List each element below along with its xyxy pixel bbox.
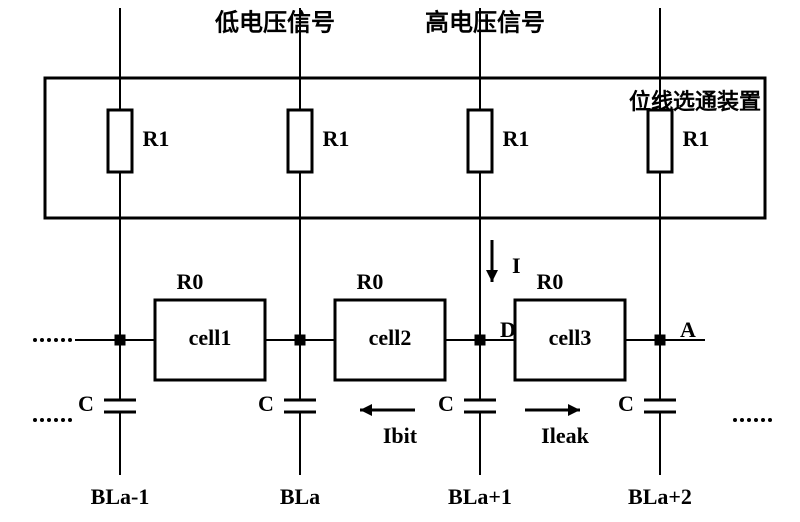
- label-node-d: D: [500, 317, 516, 342]
- label-bitline: BLa+2: [628, 484, 692, 509]
- label-node-a: A: [680, 317, 696, 342]
- label-bitline: BLa+1: [448, 484, 512, 509]
- label-bitline: BLa-1: [91, 484, 150, 509]
- label-cell: cell3: [549, 325, 592, 350]
- junction-node: [295, 335, 306, 346]
- label-r0: R0: [357, 269, 384, 294]
- label-high-voltage: 高电压信号: [425, 9, 545, 37]
- junction-node: [475, 335, 486, 346]
- label-cell: cell2: [369, 325, 412, 350]
- label-r1: R1: [503, 126, 530, 151]
- label-r1: R1: [683, 126, 710, 151]
- label-r1: R1: [143, 126, 170, 151]
- label-current-i: I: [512, 253, 521, 278]
- label-c: C: [78, 391, 94, 416]
- label-r1: R1: [323, 126, 350, 151]
- label-r0: R0: [177, 269, 204, 294]
- label-c: C: [438, 391, 454, 416]
- label-low-voltage: 低电压信号: [214, 9, 335, 37]
- label-c: C: [618, 391, 634, 416]
- label-bitline: BLa: [280, 484, 320, 509]
- label-c: C: [258, 391, 274, 416]
- junction-node: [115, 335, 126, 346]
- label-current-ileak: Ileak: [541, 423, 589, 448]
- resistor-r1: [108, 110, 132, 172]
- resistor-r1: [648, 110, 672, 172]
- resistor-r1: [288, 110, 312, 172]
- label-r0: R0: [537, 269, 564, 294]
- label-cell: cell1: [189, 325, 232, 350]
- label-current-ibit: Ibit: [383, 423, 418, 448]
- resistor-r1: [468, 110, 492, 172]
- junction-node: [655, 335, 666, 346]
